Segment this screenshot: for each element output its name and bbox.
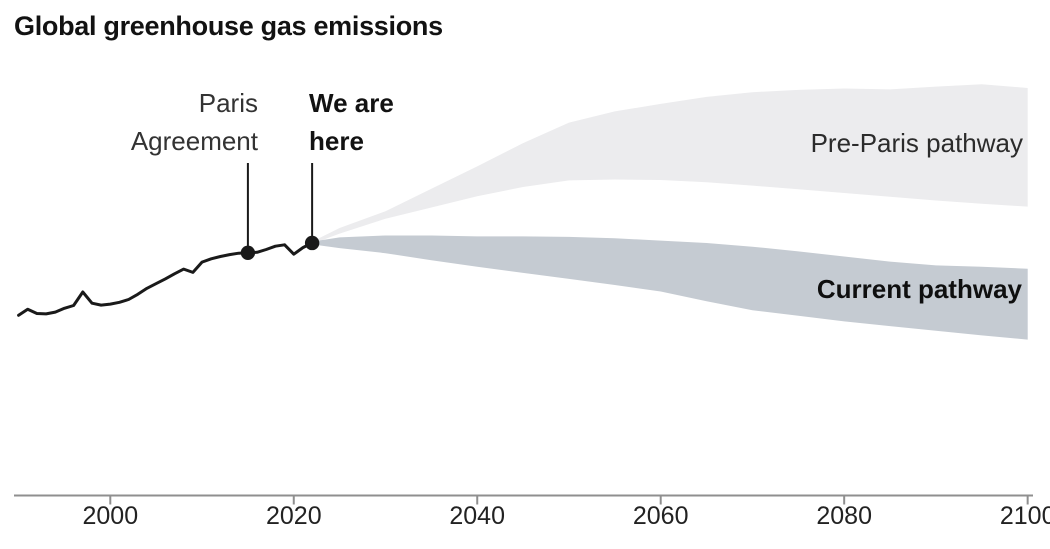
x-tick-label: 2100 [999, 502, 1050, 530]
x-tick-label: 2060 [632, 502, 689, 530]
paris-agreement-dot [240, 245, 256, 260]
paris-agreement-annotation-line1: Paris [198, 88, 258, 118]
x-tick-label: 2000 [82, 502, 139, 530]
we-are-here-annotation-line2: here [309, 126, 364, 156]
x-tick-label: 2080 [816, 502, 872, 530]
we-are-here-annotation: We are here [309, 84, 394, 160]
annotation-markers [240, 163, 320, 260]
we-are-here-annotation-line1: We are [309, 88, 394, 118]
pre-paris-pathway-label: Pre-Paris pathway [810, 128, 1023, 158]
historical-emissions-line [17, 241, 314, 317]
current-pathway-band [312, 235, 1028, 340]
paris-agreement-annotation: Paris Agreement [0, 84, 258, 160]
x-axis [14, 494, 1033, 505]
pre-paris-pathway-band [312, 84, 1028, 244]
chart-title: Global greenhouse gas emissions [14, 11, 443, 41]
we-are-here-dot [304, 235, 320, 251]
x-tick-label: 2040 [449, 502, 505, 530]
paris-agreement-annotation-line2: Agreement [130, 126, 258, 156]
x-tick-label: 2020 [265, 502, 322, 530]
current-pathway-label: Current pathway [816, 274, 1022, 304]
